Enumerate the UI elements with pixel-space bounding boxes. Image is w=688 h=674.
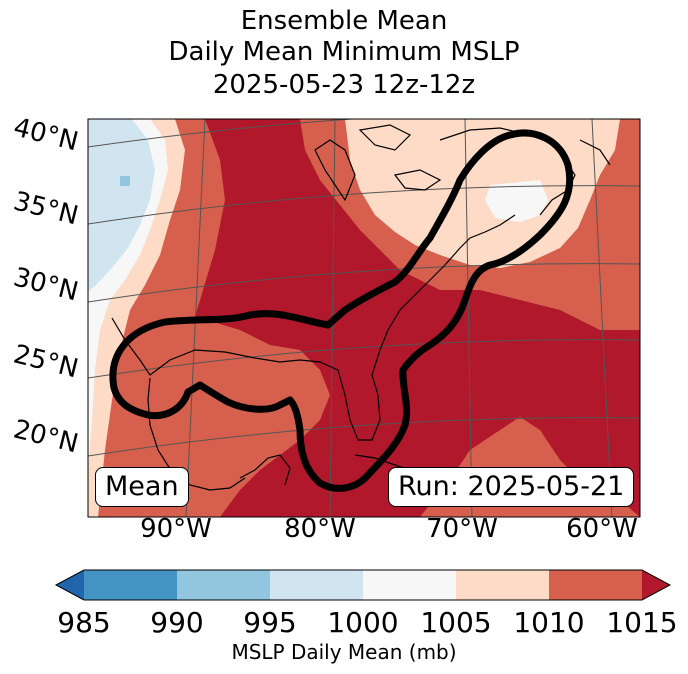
colorbar-bin-990-995 (177, 570, 271, 600)
lon-label-80w: 80°W (284, 514, 356, 544)
parallel-35n (88, 185, 640, 225)
coastline-great-lakes (314, 124, 442, 202)
colorbar-tick-1010: 1010 (513, 606, 585, 639)
colorbar-label: MSLP Daily Mean (mb) (231, 640, 457, 664)
title-line-2: Daily Mean Minimum MSLP (168, 37, 520, 67)
mean-label-box: Mean (95, 467, 189, 507)
map-canvas (87, 118, 641, 518)
field-990-cell (120, 176, 130, 186)
colorbar-bin-1005-1010 (456, 570, 550, 600)
coastline-yucatan (239, 454, 291, 486)
colorbar-tick-1000: 1000 (327, 606, 399, 639)
colorbar-over-arrow (642, 570, 670, 600)
meridian-70w (464, 119, 473, 517)
parallel-40n (88, 119, 359, 148)
parallel-25n (88, 339, 640, 379)
field-1000-northeast (485, 180, 548, 222)
lon-label-60w: 60°W (566, 514, 638, 544)
run-date-box: Run: 2025-05-21 (388, 467, 635, 507)
coastline-gulf (111, 214, 516, 441)
title-line-3: 2025-05-23 12z-12z (212, 70, 476, 100)
colorbar-under-arrow (56, 570, 84, 600)
title-line-1: Ensemble Mean (240, 6, 448, 36)
colorbar-tick-985: 985 (57, 606, 111, 639)
parallel-30n (88, 263, 640, 303)
meridian-60w (591, 119, 613, 517)
lon-label-90w: 90°W (140, 514, 212, 544)
colorbar (54, 569, 672, 601)
mslp-field (88, 119, 640, 517)
colorbar-tick-1015: 1015 (606, 606, 678, 639)
colorbar-bin-1010-1015 (549, 570, 643, 600)
field-1005-northeast (345, 119, 620, 268)
lon-label-70w: 70°W (426, 514, 498, 544)
colorbar-tick-995: 995 (243, 606, 297, 639)
map-frame (87, 118, 641, 518)
colorbar-tick-1005: 1005 (420, 606, 492, 639)
graticule (88, 119, 640, 517)
colorbar-outline (54, 569, 672, 601)
colorbar-bin-1000-1005 (363, 570, 457, 600)
colorbar-bins (84, 570, 643, 600)
highlight-contour (109, 129, 574, 492)
field-995-northwest (88, 119, 155, 292)
colorbar-bin-995-1000 (270, 570, 364, 600)
parallel-20n (88, 417, 640, 457)
colorbar-bin-985-990 (84, 570, 178, 600)
colorbar-tick-990: 990 (150, 606, 204, 639)
